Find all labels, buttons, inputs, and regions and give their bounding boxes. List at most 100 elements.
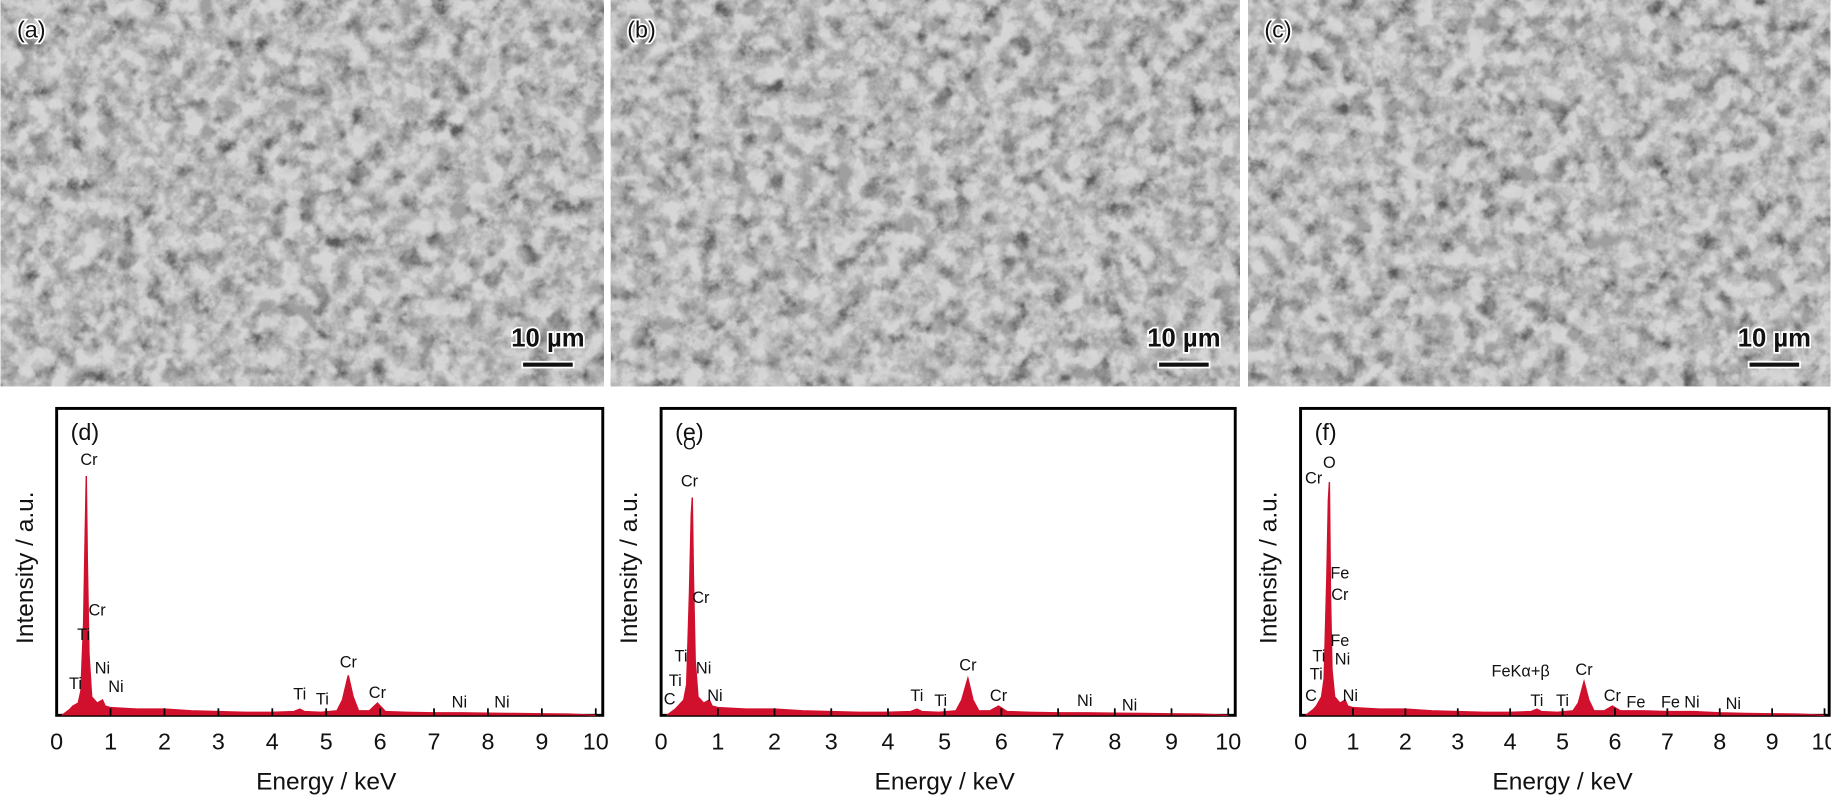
x-tick-label: 2 [158, 728, 171, 754]
peak-label: Cr [80, 451, 98, 469]
peak-label: Fe [1661, 693, 1680, 711]
peak-label: Ti [69, 675, 82, 693]
y-axis-label: Intensity / a.u. [616, 491, 643, 644]
x-tick-label: 8 [481, 728, 494, 754]
scale-bar [1157, 360, 1211, 369]
peak-label: Ni [1122, 696, 1137, 714]
scale-bar [521, 360, 575, 369]
scale-label: 10 µm [511, 324, 584, 352]
peak-label: Ti [1530, 692, 1543, 710]
sem-texture [1248, 0, 1831, 387]
x-tick-label: 2 [1399, 728, 1412, 754]
peak-label: Cr [340, 653, 358, 671]
sem-texture [0, 0, 604, 387]
x-axis-label: Energy / keV [1492, 768, 1633, 795]
peak-label: Ti [77, 626, 90, 644]
y-axis-label: Intensity / a.u. [1256, 491, 1283, 644]
y-axis-label: Intensity / a.u. [12, 491, 39, 644]
x-tick-label: 7 [428, 728, 441, 754]
x-tick-label: 0 [1294, 728, 1307, 754]
panel-label: (d) [71, 419, 100, 445]
x-tick-label: 3 [1451, 728, 1464, 754]
plot-frame [55, 406, 605, 717]
x-tick-label: 0 [50, 728, 63, 754]
x-tick-label: 5 [1556, 728, 1569, 754]
peak-label: Ti [674, 647, 687, 665]
x-tick-label: 10 [1812, 728, 1831, 754]
x-tick-label: 1 [104, 728, 117, 754]
x-tick-label: 6 [995, 728, 1008, 754]
x-tick-label: 3 [825, 728, 838, 754]
peak-label: Cr [692, 589, 710, 607]
x-tick-label: 8 [1108, 728, 1121, 754]
x-tick-label: 2 [768, 728, 781, 754]
x-tick-label: 5 [938, 728, 951, 754]
peak-label: Cr [1575, 661, 1593, 679]
x-tick-label: 7 [1052, 728, 1065, 754]
peak-label: Ti [1556, 692, 1569, 710]
panel-label: (b) [627, 17, 656, 43]
peak-label: Cr [369, 684, 387, 702]
x-tick-label: 9 [1165, 728, 1178, 754]
peak-label: FeKα+β [1491, 663, 1549, 681]
peak-label: Cr [1331, 586, 1349, 604]
panel-label: (c) [1264, 17, 1291, 43]
plot-frame [1299, 406, 1831, 717]
x-tick-label: 4 [266, 728, 279, 754]
panel-label: (a) [17, 17, 46, 43]
x-tick-label: 0 [655, 728, 668, 754]
x-tick-label: 9 [1766, 728, 1779, 754]
peak-label: Ni [696, 660, 711, 678]
scale-label: 10 µm [1738, 324, 1811, 352]
peak-label: Ni [1343, 687, 1358, 705]
peak-label: C [1305, 687, 1317, 705]
x-tick-label: 10 [583, 728, 609, 754]
peak-label: Ni [1726, 695, 1741, 713]
peak-label: Ti [1312, 647, 1325, 665]
sem-texture [610, 0, 1240, 387]
peak-label: Ti [1310, 666, 1323, 684]
peak-label: O [1323, 454, 1336, 472]
x-tick-label: 6 [1608, 728, 1621, 754]
peak-label: Cr [1305, 469, 1323, 487]
peak-label: Fe [1330, 632, 1349, 650]
peak-label: Ni [1684, 693, 1699, 711]
x-tick-label: 3 [212, 728, 225, 754]
peak-label: C [664, 690, 676, 708]
peak-label: Cr [681, 472, 699, 490]
x-tick-label: 8 [1713, 728, 1726, 754]
peak-label: Cr [959, 657, 977, 675]
x-tick-label: 6 [374, 728, 387, 754]
peak-label: Cr [88, 601, 106, 619]
scale-bar [1747, 360, 1801, 369]
peak-label: Fe [1330, 564, 1349, 582]
peak-label: O [683, 436, 696, 454]
x-tick-label: 5 [320, 728, 333, 754]
x-tick-label: 9 [535, 728, 548, 754]
peak-label: Cr [1604, 687, 1622, 705]
peak-label: Ni [1077, 692, 1092, 710]
x-tick-label: 1 [1346, 728, 1359, 754]
peak-label: Ni [95, 660, 110, 678]
peak-label: Ti [910, 687, 923, 705]
plot-frame [659, 406, 1237, 717]
x-tick-label: 4 [881, 728, 894, 754]
peak-label: Ni [707, 687, 722, 705]
peak-label: Ni [108, 678, 123, 696]
peak-label: Fe [1626, 693, 1645, 711]
scale-label: 10 µm [1147, 324, 1220, 352]
peak-label: Ti [669, 672, 682, 690]
peak-label: Ti [316, 690, 329, 708]
x-tick-label: 10 [1215, 728, 1241, 754]
peak-label: Ti [934, 692, 947, 710]
panel-label: (f) [1315, 419, 1337, 445]
x-tick-label: 7 [1661, 728, 1674, 754]
x-axis-label: Energy / keV [875, 768, 1016, 795]
peak-label: Ni [452, 693, 467, 711]
x-tick-label: 1 [711, 728, 724, 754]
peak-label: Cr [990, 687, 1008, 705]
peak-label: Ni [1335, 650, 1350, 668]
peak-label: Ni [494, 693, 509, 711]
